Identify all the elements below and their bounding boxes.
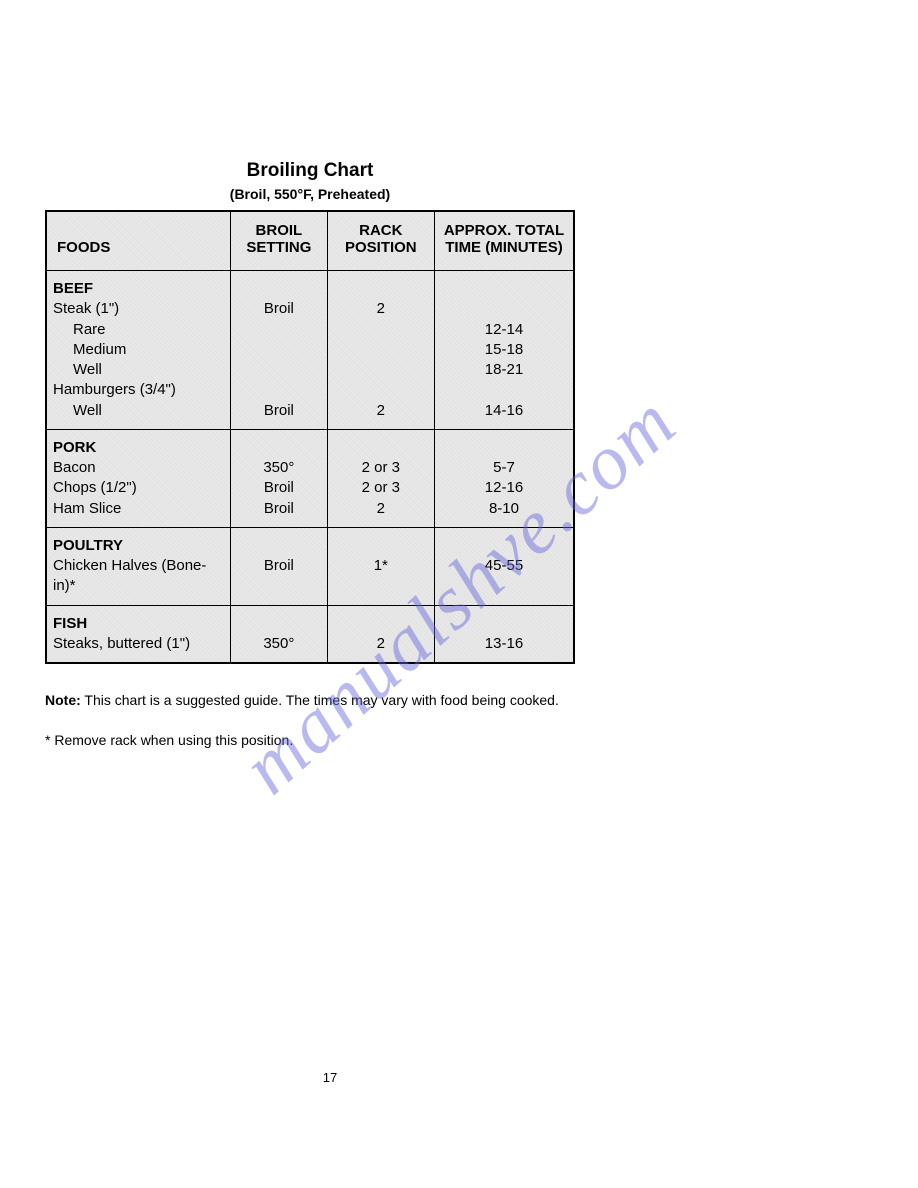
beef-hamburger-rack: 2 <box>334 401 428 421</box>
beef-medium-time: 15-18 <box>441 340 567 360</box>
table-row-fish: FISH Steaks, buttered (1") 350° 2 13-16 <box>46 605 574 663</box>
beef-hamburger-well-label: Well <box>53 401 102 421</box>
column-header-total-time: APPROX. TOTAL TIME (MINUTES) <box>434 211 574 271</box>
fish-foods-cell: FISH Steaks, buttered (1") <box>46 605 231 663</box>
table-row-beef: BEEF Steak (1") Rare Medium Well Hamburg… <box>46 271 574 430</box>
chart-subtitle: (Broil, 550°F, Preheated) <box>45 186 575 202</box>
poultry-rack-cell: 1* <box>327 527 434 605</box>
pork-ham-time: 8-10 <box>441 499 567 519</box>
note-line: Note: This chart is a suggested guide. T… <box>45 692 575 708</box>
poultry-header: POULTRY <box>53 536 224 556</box>
footnote-line: * Remove rack when using this position. <box>45 732 575 748</box>
fish-setting-cell: 350° <box>231 605 328 663</box>
pork-bacon-setting: 350° <box>237 458 321 478</box>
page-content: Broiling Chart (Broil, 550°F, Preheated)… <box>45 160 575 748</box>
column-header-broil-setting: BROIL SETTING <box>231 211 328 271</box>
beef-time-cell: 12-14 15-18 18-21 14-16 <box>434 271 574 430</box>
poultry-setting-cell: Broil <box>231 527 328 605</box>
pork-ham-setting: Broil <box>237 499 321 519</box>
note-label: Note: <box>45 692 81 708</box>
poultry-chicken-rack: 1* <box>334 556 428 576</box>
beef-rare-time: 12-14 <box>441 320 567 340</box>
pork-time-cell: 5-7 12-16 8-10 <box>434 429 574 527</box>
pork-header: PORK <box>53 438 224 458</box>
pork-chops-time: 12-16 <box>441 478 567 498</box>
pork-ham-rack: 2 <box>334 499 428 519</box>
poultry-chicken-label: Chicken Halves (Bone-in)* <box>53 556 224 597</box>
fish-steaks-label: Steaks, buttered (1") <box>53 634 224 654</box>
fish-steaks-time: 13-16 <box>441 634 567 654</box>
note-text: This chart is a suggested guide. The tim… <box>84 692 558 708</box>
broiling-chart-table: FOODS BROIL SETTING RACK POSITION APPROX… <box>45 210 575 664</box>
beef-hamburger-time: 14-16 <box>441 401 567 421</box>
table-header-row: FOODS BROIL SETTING RACK POSITION APPROX… <box>46 211 574 271</box>
column-header-foods: FOODS <box>46 211 231 271</box>
poultry-foods-cell: POULTRY Chicken Halves (Bone-in)* <box>46 527 231 605</box>
pork-ham-label: Ham Slice <box>53 499 224 519</box>
page-number: 17 <box>45 1070 615 1085</box>
beef-rare-label: Rare <box>53 320 106 340</box>
table-row-pork: PORK Bacon Chops (1/2") Ham Slice 350° B… <box>46 429 574 527</box>
poultry-time-cell: 45-55 <box>434 527 574 605</box>
table-row-poultry: POULTRY Chicken Halves (Bone-in)* Broil … <box>46 527 574 605</box>
beef-setting-cell: Broil Broil <box>231 271 328 430</box>
pork-setting-cell: 350° Broil Broil <box>231 429 328 527</box>
pork-bacon-rack: 2 or 3 <box>334 458 428 478</box>
beef-header: BEEF <box>53 279 224 299</box>
beef-hamburger-setting: Broil <box>237 401 321 421</box>
pork-chops-label: Chops (1/2") <box>53 478 224 498</box>
beef-medium-label: Medium <box>53 340 126 360</box>
beef-rack-cell: 2 2 <box>327 271 434 430</box>
fish-time-cell: 13-16 <box>434 605 574 663</box>
column-header-rack-position: RACK POSITION <box>327 211 434 271</box>
fish-steaks-setting: 350° <box>237 634 321 654</box>
fish-header: FISH <box>53 614 224 634</box>
pork-bacon-label: Bacon <box>53 458 224 478</box>
beef-hamburger-label: Hamburgers (3/4") <box>53 380 224 400</box>
pork-foods-cell: PORK Bacon Chops (1/2") Ham Slice <box>46 429 231 527</box>
poultry-chicken-time: 45-55 <box>441 556 567 576</box>
beef-well-time: 18-21 <box>441 360 567 380</box>
beef-steak-label: Steak (1") <box>53 299 224 319</box>
fish-steaks-rack: 2 <box>334 634 428 654</box>
fish-rack-cell: 2 <box>327 605 434 663</box>
pork-bacon-time: 5-7 <box>441 458 567 478</box>
poultry-chicken-setting: Broil <box>237 556 321 576</box>
pork-rack-cell: 2 or 3 2 or 3 2 <box>327 429 434 527</box>
pork-chops-rack: 2 or 3 <box>334 478 428 498</box>
beef-foods-cell: BEEF Steak (1") Rare Medium Well Hamburg… <box>46 271 231 430</box>
chart-title: Broiling Chart <box>45 160 575 182</box>
beef-steak-rack: 2 <box>334 299 428 319</box>
beef-steak-setting: Broil <box>237 299 321 319</box>
beef-well-label: Well <box>53 360 102 380</box>
pork-chops-setting: Broil <box>237 478 321 498</box>
